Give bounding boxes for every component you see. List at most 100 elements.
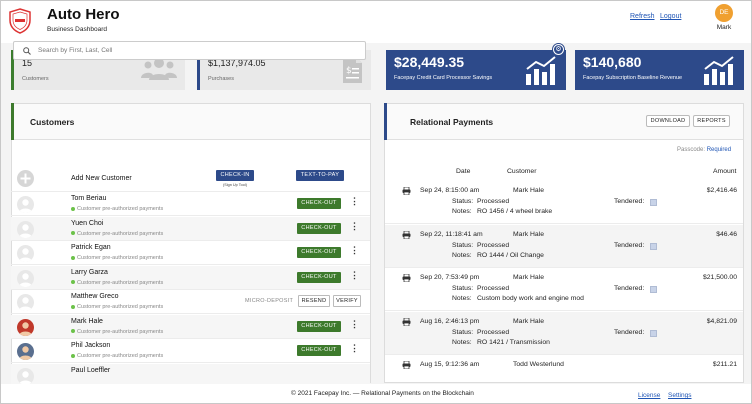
user-avatar[interactable]: DE	[715, 4, 733, 22]
add-plus-icon[interactable]	[17, 170, 34, 187]
payment-date: Sep 20, 7:53:49 pm	[420, 274, 480, 281]
search-icon	[23, 47, 31, 55]
more-options-icon[interactable]: ⋮	[350, 220, 359, 231]
tendered-checkbox[interactable]	[650, 242, 657, 250]
more-options-icon[interactable]: ⋮	[350, 196, 359, 206]
page-footer: © 2021 Facepay Inc. — Relational Payment…	[1, 384, 751, 403]
customer-name[interactable]: Larry Garza	[71, 268, 108, 276]
status-dot-icon	[71, 280, 75, 285]
payment-status: Processed	[477, 198, 510, 205]
more-options-icon[interactable]: ⋮	[350, 245, 359, 255]
check-out-button[interactable]: CHECK-OUT	[297, 345, 341, 356]
customer-row[interactable]: Patrick Egan Customer pre-authorized paym…	[11, 241, 370, 265]
tendered-label: Tendered:	[614, 241, 645, 249]
customer-status: Customer pre-authorized payments	[71, 255, 163, 261]
customer-name[interactable]: Paul Loeffler	[71, 366, 111, 374]
customer-status: Customer pre-authorized payments	[71, 304, 163, 310]
passcode-required-link[interactable]: Required	[706, 147, 732, 153]
status-label: Status:	[452, 328, 474, 336]
settings-link[interactable]: Settings	[668, 392, 692, 399]
customers-panel-header: Customers	[11, 103, 370, 140]
payment-customer: Mark Hale	[513, 274, 544, 281]
add-customer-label[interactable]: Add New Customer	[71, 175, 132, 182]
check-out-button[interactable]: CHECK-OUT	[297, 247, 341, 258]
payment-row[interactable]: Sep 22, 11:18:41 am Mark Hale $46.46 Status…	[385, 224, 743, 268]
license-link[interactable]: License	[638, 392, 661, 399]
customer-photo-avatar	[17, 343, 34, 360]
status-dot-icon	[71, 231, 75, 236]
payment-row[interactable]: Sep 24, 8:15:00 am Mark Hale $2,416.46 Stat…	[385, 181, 743, 224]
customer-name[interactable]: Matthew Greco	[71, 293, 119, 300]
customer-name[interactable]: Patrick Egan	[71, 244, 111, 251]
customer-row[interactable]: Tom Beriau Customer pre-authorized paymen…	[11, 192, 370, 216]
customer-status: Customer pre-authorized payments	[71, 353, 163, 359]
verify-button[interactable]: VERIFY	[333, 295, 361, 307]
check-out-button[interactable]: CHECK-OUT	[297, 198, 341, 209]
tendered-checkbox[interactable]	[650, 329, 657, 337]
search-placeholder: Search by First, Last, Cell	[38, 47, 113, 54]
settings-gear-icon[interactable]: ⚙	[553, 44, 564, 55]
printer-icon[interactable]	[402, 230, 411, 239]
customer-name[interactable]: Yuen Choi	[71, 219, 104, 227]
revenue-stat-label: Facepay Subscription Baseline Revenue	[583, 75, 683, 81]
customer-default-avatar	[17, 220, 34, 238]
printer-icon[interactable]	[402, 187, 411, 195]
customer-row[interactable]: Larry Garza Customer pre-authorized payme…	[11, 265, 370, 290]
payment-notes: Custom body work and engine mod	[477, 295, 584, 302]
download-button[interactable]: DOWNLOAD	[646, 115, 690, 127]
purchases-total: $1,137,974.05	[208, 58, 266, 68]
customer-name[interactable]: Mark Hale	[71, 317, 103, 325]
payment-status: Processed	[477, 328, 510, 336]
customer-row[interactable]: Mark Hale Customer pre-authorized payment…	[11, 314, 370, 339]
customer-row[interactable]: Yuen Choi Customer pre-authorized payment…	[11, 216, 370, 241]
more-options-icon[interactable]: ⋮	[350, 343, 359, 353]
tendered-label: Tendered:	[614, 328, 645, 336]
printer-icon[interactable]	[402, 274, 411, 282]
svg-text:$: $	[346, 66, 352, 76]
customer-name[interactable]: Phil Jackson	[71, 342, 111, 349]
savings-stat-card: $28,449.35 Facepay Credit Card Processor…	[386, 50, 566, 90]
sign-up-tool-note: (Sign Up Tool)	[223, 183, 247, 187]
refresh-link[interactable]: Refresh	[630, 13, 655, 20]
payment-customer: Mark Hale	[513, 187, 544, 194]
printer-icon[interactable]	[402, 361, 411, 369]
customer-row[interactable]: Paul Loeffler	[11, 363, 370, 388]
text-to-pay-button[interactable]: TEXT-TO-PAY	[296, 170, 344, 181]
payment-status: Processed	[477, 285, 510, 292]
micro-deposit-label: MICRO-DEPOSIT	[245, 298, 294, 304]
app-subtitle: Business Dashboard	[47, 26, 107, 33]
check-out-button[interactable]: CHECK-OUT	[297, 271, 341, 283]
customer-row[interactable]: Matthew Greco Customer pre-authorized pay…	[11, 290, 370, 314]
payment-amount: $211.21	[712, 361, 737, 368]
check-out-button[interactable]: CHECK-OUT	[297, 222, 341, 234]
resend-button[interactable]: RESEND	[298, 295, 330, 307]
app-title: Auto Hero	[47, 6, 120, 23]
customer-name[interactable]: Tom Beriau	[71, 195, 107, 202]
logout-link[interactable]: Logout	[660, 13, 682, 20]
reports-button[interactable]: REPORTS	[693, 115, 730, 127]
copyright-text: © 2021 Facepay Inc. — Relational Payment…	[291, 390, 474, 397]
revenue-amount: $140,680	[583, 54, 642, 70]
payment-row[interactable]: Sep 20, 7:53:49 pm Mark Hale $21,500.00 Sta…	[385, 268, 743, 311]
purchases-stat-label: Purchases	[208, 76, 234, 82]
customer-status: Customer pre-authorized payments	[71, 231, 163, 237]
check-out-button[interactable]: CHECK-OUT	[297, 320, 341, 332]
payment-row[interactable]: Aug 16, 2:46:13 pm Mark Hale $4,821.09 Stat…	[385, 311, 743, 355]
more-options-icon[interactable]: ⋮	[350, 318, 359, 329]
customer-search-input[interactable]: Search by First, Last, Cell	[13, 41, 366, 60]
users-group-icon	[141, 58, 177, 80]
user-name: Mark	[716, 24, 732, 31]
auto-hero-shield-logo	[9, 8, 31, 34]
payment-notes: RO 1444 / Oil Change	[477, 251, 544, 259]
payment-date: Sep 24, 8:15:00 am	[420, 187, 480, 194]
panel-accent-bar	[11, 103, 14, 140]
tendered-checkbox[interactable]	[650, 286, 657, 293]
customers-stat-label: Customers	[22, 76, 49, 82]
customer-row[interactable]: Phil Jackson Customer pre-authorized paym…	[11, 339, 370, 363]
status-label: Status:	[452, 198, 474, 205]
payments-title: Relational Payments	[410, 117, 494, 127]
more-options-icon[interactable]: ⋮	[350, 269, 359, 280]
tendered-checkbox[interactable]	[650, 199, 657, 206]
check-in-button[interactable]: CHECK-IN	[216, 170, 254, 181]
printer-icon[interactable]	[402, 317, 411, 326]
